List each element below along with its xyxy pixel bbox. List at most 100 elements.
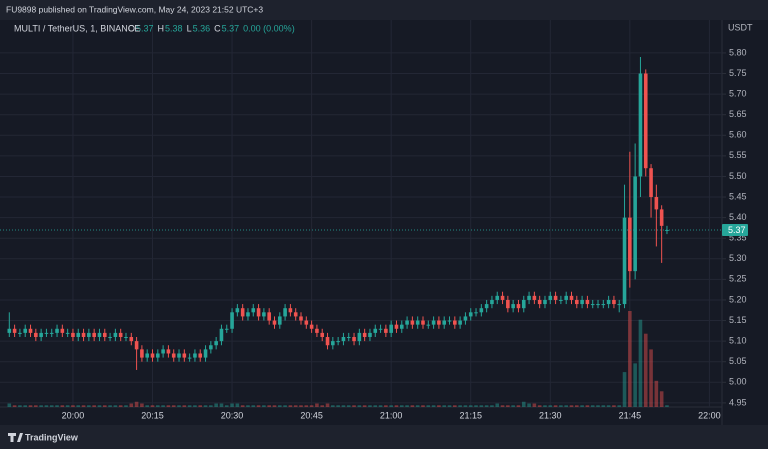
- volume-bar: [490, 405, 494, 407]
- volume-bar: [12, 405, 17, 407]
- x-tick-label: 21:45: [619, 410, 642, 420]
- y-tick-label: 5.50: [729, 171, 747, 181]
- volume-bar: [166, 405, 171, 407]
- volume-bar: [60, 405, 65, 407]
- volume-bar: [474, 405, 478, 407]
- candle-body: [569, 295, 574, 300]
- y-tick-label: 4.95: [729, 397, 747, 407]
- volume-bar: [373, 405, 378, 407]
- volume-bar: [7, 403, 12, 407]
- x-tick-label: 21:00: [380, 410, 403, 420]
- volume-bar: [463, 405, 468, 407]
- volume-bar: [506, 405, 510, 407]
- volume-bar: [500, 405, 505, 407]
- candle-body: [246, 312, 250, 317]
- ohlc-label: O: [128, 23, 135, 33]
- volume-bar: [633, 363, 637, 407]
- volume-bar: [304, 405, 309, 407]
- volume-bar: [193, 405, 197, 407]
- candle-body: [532, 295, 537, 300]
- candle-body: [575, 299, 579, 305]
- volume-bar: [108, 405, 112, 407]
- logo: [8, 433, 23, 442]
- candle-body: [511, 304, 515, 309]
- candle-body: [108, 337, 112, 339]
- volume-bar: [468, 405, 473, 407]
- candle-body: [378, 328, 383, 330]
- candles: [7, 57, 669, 370]
- candle-body: [76, 332, 81, 338]
- volume-bar: [447, 405, 452, 407]
- volume-bar: [431, 405, 436, 407]
- volume-bar: [331, 405, 335, 407]
- candle-body: [394, 324, 399, 329]
- volume-bar: [543, 405, 547, 407]
- candle-body: [140, 349, 144, 358]
- change: 0.00 (0.00%): [243, 23, 295, 33]
- volume-bar: [421, 405, 425, 407]
- axis-unit: USDT: [728, 22, 753, 32]
- candle-body: [628, 217, 632, 272]
- candle-body: [256, 308, 261, 317]
- volume-bar: [628, 311, 632, 407]
- candle-body: [622, 217, 627, 305]
- volume-bar: [102, 405, 107, 407]
- candle-body: [643, 73, 648, 169]
- candle-body: [299, 316, 303, 321]
- volume-bar: [426, 405, 431, 407]
- candle-body: [118, 332, 123, 338]
- y-tick-label: 5.05: [729, 356, 747, 366]
- ohlc-label: H: [158, 23, 165, 33]
- volume-bar: [28, 405, 33, 407]
- volume-bar: [394, 405, 399, 407]
- volume-bar: [320, 405, 325, 407]
- candle-body: [527, 295, 531, 300]
- volume-bar: [537, 405, 542, 407]
- candle-body: [506, 299, 510, 309]
- volume-bar: [177, 405, 181, 407]
- x-tick-label: 20:15: [141, 410, 164, 420]
- candle-body: [437, 320, 441, 325]
- volume-bar: [495, 403, 500, 407]
- candle-body: [458, 320, 462, 325]
- volume-bar: [389, 405, 393, 407]
- candle-body: [28, 328, 33, 333]
- volume-bar: [246, 405, 250, 407]
- volume-bar: [405, 405, 409, 407]
- volume-bar: [18, 405, 22, 407]
- candle-body: [304, 320, 309, 325]
- candle-body: [638, 73, 643, 177]
- volume-bar: [325, 403, 330, 407]
- candle-body: [331, 341, 335, 346]
- volume-bar: [575, 405, 579, 407]
- volume-bar: [288, 405, 293, 407]
- candle-body: [166, 349, 171, 354]
- x-tick-label: 20:30: [221, 410, 244, 420]
- candle-body: [81, 332, 86, 338]
- volume-bar: [256, 405, 261, 407]
- candle-body: [12, 328, 17, 333]
- volume-bar: [479, 405, 484, 407]
- candle-body: [431, 320, 436, 325]
- volume-bar: [601, 405, 606, 407]
- candle-body: [230, 312, 234, 329]
- volume-bar: [203, 405, 208, 407]
- candle-body: [97, 332, 102, 338]
- volume-bar: [182, 405, 187, 407]
- candle-body: [346, 337, 351, 339]
- candle-body: [659, 209, 664, 226]
- x-tick-label: 21:15: [459, 410, 482, 420]
- y-tick-label: 5.15: [729, 315, 747, 325]
- candle-body: [283, 308, 287, 317]
- candle-body: [177, 353, 181, 358]
- candle-body: [240, 308, 245, 317]
- candle-body: [150, 353, 155, 358]
- candle-body: [421, 320, 425, 325]
- volume-bar: [129, 403, 134, 407]
- volume-bar: [516, 405, 521, 407]
- volume-bar: [638, 319, 643, 407]
- volume-bar: [219, 403, 224, 407]
- candle-body: [161, 349, 165, 354]
- y-tick-label: 5.35: [729, 233, 747, 243]
